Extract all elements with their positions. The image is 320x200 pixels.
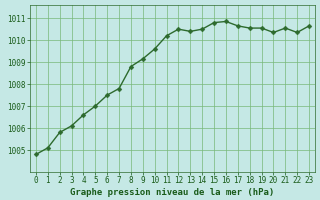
- X-axis label: Graphe pression niveau de la mer (hPa): Graphe pression niveau de la mer (hPa): [70, 188, 275, 197]
